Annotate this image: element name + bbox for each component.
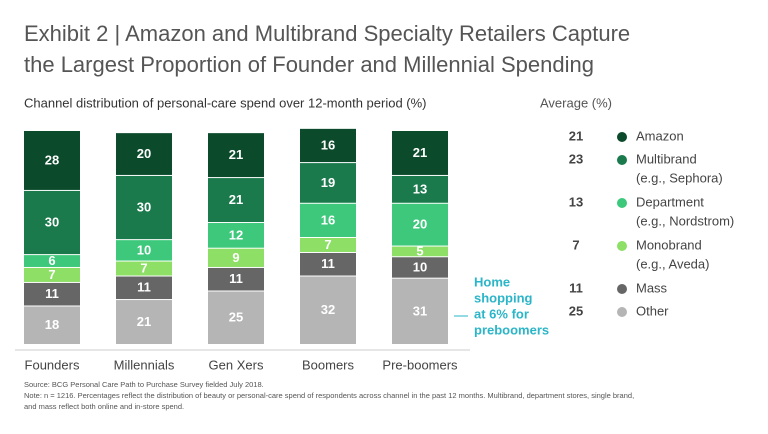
chart-title: the Largest Proportion of Founder and Mi… (24, 52, 594, 77)
data-label: 11 (137, 280, 151, 295)
legend-label: Department (636, 194, 704, 209)
data-label: 30 (137, 199, 151, 214)
legend-swatch (617, 155, 627, 165)
data-label: 32 (321, 302, 335, 317)
legend-label: Mass (636, 280, 668, 295)
bar-segment (300, 238, 356, 252)
bar-segment (24, 255, 80, 267)
data-label: 13 (413, 181, 427, 196)
data-label: 31 (413, 303, 427, 318)
data-label: 10 (413, 259, 427, 274)
data-label: 11 (229, 271, 243, 286)
x-tick-label: Founders (25, 357, 80, 372)
legend-swatch (617, 241, 627, 251)
data-label: 7 (140, 260, 147, 275)
x-tick-label: Boomers (302, 357, 355, 372)
annotation: Home (474, 274, 510, 289)
bar-segment (392, 246, 448, 257)
bar-segment (392, 203, 448, 246)
bar-segment (300, 163, 356, 203)
legend-label: Amazon (636, 128, 684, 143)
average-value: 11 (569, 280, 583, 295)
bar-segment (208, 291, 264, 344)
data-label: 7 (48, 267, 55, 282)
data-label: 21 (229, 192, 243, 207)
bar-segment (392, 257, 448, 278)
bar-segment (208, 178, 264, 223)
average-header: Average (%) (540, 95, 612, 110)
data-label: 30 (45, 214, 59, 229)
bar-segment (24, 131, 80, 190)
x-tick-label: Gen Xers (209, 357, 264, 372)
legend-swatch (617, 307, 627, 317)
legend-swatch (617, 284, 627, 294)
data-label: 19 (321, 175, 335, 190)
legend-example: (e.g., Aveda) (636, 256, 709, 271)
bar-segment (208, 248, 264, 267)
bar-segment (208, 133, 264, 178)
data-label: 25 (229, 310, 243, 325)
bar-segment (24, 267, 80, 282)
legend-label: Other (636, 303, 669, 318)
footnote: Note: n = 1216. Percentages reflect the … (24, 391, 634, 400)
annotation: preboomers (474, 322, 549, 337)
x-tick-label: Millennials (114, 357, 175, 372)
bar-segment (116, 240, 172, 261)
footnote: Source: BCG Personal Care Path to Purcha… (24, 380, 264, 389)
data-label: 11 (45, 286, 59, 301)
data-label: 7 (324, 237, 331, 252)
bar-segment (300, 203, 356, 237)
bar-segment (116, 175, 172, 240)
chart-title: Exhibit 2 | Amazon and Multibrand Specia… (24, 21, 630, 46)
data-label: 9 (232, 250, 239, 265)
data-label: 21 (229, 147, 243, 162)
legend-swatch (617, 198, 627, 208)
data-label: 20 (413, 217, 427, 232)
bar-segment (24, 190, 80, 255)
data-label: 16 (321, 137, 335, 152)
bar-segment (116, 261, 172, 276)
data-label: 21 (137, 314, 151, 329)
data-label: 18 (45, 317, 59, 332)
bar-segment (208, 267, 264, 291)
bar-segment (392, 131, 448, 175)
footnote: and mass reflect both online and in-stor… (24, 402, 184, 411)
data-label: 5 (416, 243, 423, 258)
legend-example: (e.g., Nordstrom) (636, 213, 734, 228)
annotation: at 6% for (474, 306, 529, 321)
data-label: 21 (413, 145, 427, 160)
data-label: 11 (321, 256, 335, 271)
bar-segment (300, 252, 356, 276)
bar-segment (116, 300, 172, 344)
bar-segment (392, 175, 448, 203)
data-label: 10 (137, 242, 151, 257)
bar-segment (116, 133, 172, 175)
legend-swatch (617, 132, 627, 142)
legend-label: Monobrand (636, 237, 702, 252)
bar-segment (392, 278, 448, 344)
bar-segment (208, 223, 264, 248)
bar-segment (24, 282, 80, 306)
average-value: 25 (569, 303, 583, 318)
legend-label: Multibrand (636, 151, 697, 166)
average-value: 21 (569, 128, 583, 143)
average-value: 13 (569, 194, 583, 209)
bar-segment (300, 276, 356, 344)
bar-segment (300, 128, 356, 163)
data-label: 12 (229, 227, 243, 242)
data-label: 20 (137, 146, 151, 161)
average-value: 23 (569, 151, 583, 166)
data-label: 6 (48, 253, 55, 268)
average-value: 7 (572, 237, 579, 252)
data-label: 16 (321, 212, 335, 227)
annotation: shopping (474, 290, 533, 305)
x-tick-label: Pre-boomers (382, 357, 458, 372)
bar-segment (116, 276, 172, 300)
legend-example: (e.g., Sephora) (636, 170, 723, 185)
data-label: 28 (45, 152, 59, 167)
chart-subtitle: Channel distribution of personal-care sp… (24, 95, 427, 110)
bar-segment (24, 306, 80, 344)
